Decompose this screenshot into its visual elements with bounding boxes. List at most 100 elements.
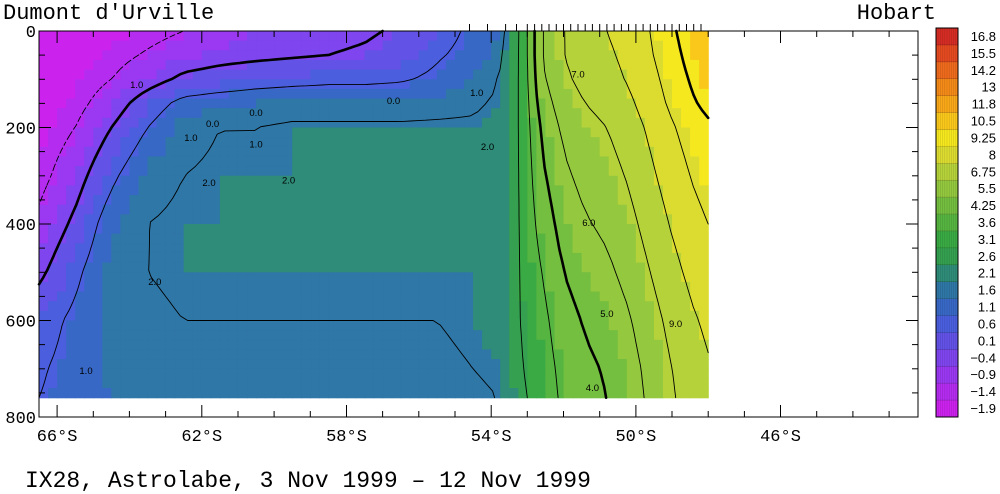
- field-cell: [183, 252, 194, 264]
- field-cell: [219, 31, 230, 42]
- field-cell: [563, 156, 574, 167]
- field-cell: [93, 50, 103, 61]
- field-cell: [418, 117, 429, 129]
- field-cell: [454, 50, 465, 61]
- field-cell: [373, 117, 384, 129]
- field-cell: [355, 252, 366, 264]
- field-cell: [147, 88, 158, 100]
- field-cell: [364, 349, 375, 360]
- field-cell: [617, 117, 628, 129]
- field-cell: [518, 127, 528, 138]
- field-cell: [328, 127, 339, 138]
- isotherm-6: [542, 30, 645, 399]
- field-cell: [319, 301, 329, 312]
- field-cell: [147, 252, 158, 264]
- field-cell: [111, 50, 121, 61]
- field-cell: [48, 175, 58, 186]
- field-cell: [364, 50, 375, 61]
- field-cell: [563, 127, 574, 138]
- field-cell: [644, 310, 655, 322]
- field-cell: [337, 59, 348, 71]
- field-cell: [608, 359, 619, 370]
- field-cell: [219, 204, 230, 215]
- field-cell: [391, 59, 402, 71]
- field-cell: [382, 252, 393, 264]
- field-cell: [265, 272, 275, 283]
- field-cell: [590, 79, 601, 90]
- field-cell: [120, 98, 131, 109]
- field-cell: [509, 88, 519, 100]
- field-cell: [156, 291, 167, 302]
- field-cell: [464, 195, 474, 206]
- field-cell: [409, 156, 420, 167]
- field-cell: [138, 262, 149, 273]
- field-cell: [608, 88, 619, 100]
- field-cell: [518, 349, 528, 360]
- x-tick-label: 54°S: [471, 428, 512, 447]
- field-cell: [662, 185, 673, 196]
- field-cell: [644, 40, 655, 51]
- field-cell: [246, 330, 257, 341]
- field-cell: [337, 272, 348, 283]
- field-cell: [219, 50, 230, 61]
- field-cell: [319, 262, 329, 273]
- field-cell: [93, 69, 103, 80]
- field-cell: [274, 204, 284, 215]
- field-cell: [509, 378, 519, 389]
- field-cell: [75, 98, 85, 109]
- field-cell: [84, 31, 94, 42]
- field-cell: [120, 262, 131, 273]
- field-cell: [581, 117, 592, 129]
- field-cell: [482, 368, 492, 379]
- field-cell: [500, 291, 510, 302]
- field-cell: [635, 40, 646, 51]
- field-cell: [590, 320, 601, 331]
- field-cell: [274, 252, 284, 264]
- field-cell: [572, 291, 583, 302]
- field-cell: [228, 31, 239, 42]
- field-cell: [84, 88, 94, 100]
- field-cell: [545, 40, 556, 51]
- field-cell: [436, 108, 447, 119]
- field-cell: [337, 175, 348, 186]
- field-cell: [237, 50, 248, 61]
- field-cell: [192, 117, 203, 129]
- field-cell: [482, 272, 492, 283]
- field-cell: [473, 301, 483, 312]
- field-cell: [626, 166, 637, 177]
- colorbar-swatch: [936, 315, 958, 333]
- field-cell: [436, 40, 447, 51]
- field-cell: [373, 137, 384, 148]
- field-cell: [219, 378, 230, 389]
- field-cell: [147, 31, 158, 42]
- field-cell: [427, 117, 438, 129]
- field-cell: [608, 195, 619, 206]
- colorbar-label: 3.1: [978, 232, 996, 247]
- field-cell: [75, 79, 85, 90]
- field-cell: [554, 291, 565, 302]
- field-cell: [536, 224, 547, 235]
- field-cell: [482, 146, 492, 158]
- field-cell: [165, 108, 176, 119]
- field-cell: [509, 272, 519, 283]
- field-cell: [111, 359, 121, 370]
- field-cell: [75, 224, 85, 235]
- field-cell: [482, 359, 492, 370]
- field-cell: [364, 388, 375, 399]
- field-cell: [617, 79, 628, 90]
- field-cell: [57, 272, 67, 283]
- field-cell: [491, 252, 501, 264]
- field-cell: [527, 40, 537, 51]
- field-cell: [436, 185, 447, 196]
- field-cell: [445, 310, 456, 322]
- field-cell: [672, 137, 682, 148]
- field-cell: [482, 175, 492, 186]
- field-cell: [572, 79, 583, 90]
- field-cell: [644, 388, 655, 399]
- field-cell: [626, 156, 637, 167]
- field-cell: [301, 50, 311, 61]
- field-cell: [283, 291, 293, 302]
- field-cell: [183, 137, 194, 148]
- field-cell: [310, 330, 320, 341]
- field-cell: [491, 262, 501, 273]
